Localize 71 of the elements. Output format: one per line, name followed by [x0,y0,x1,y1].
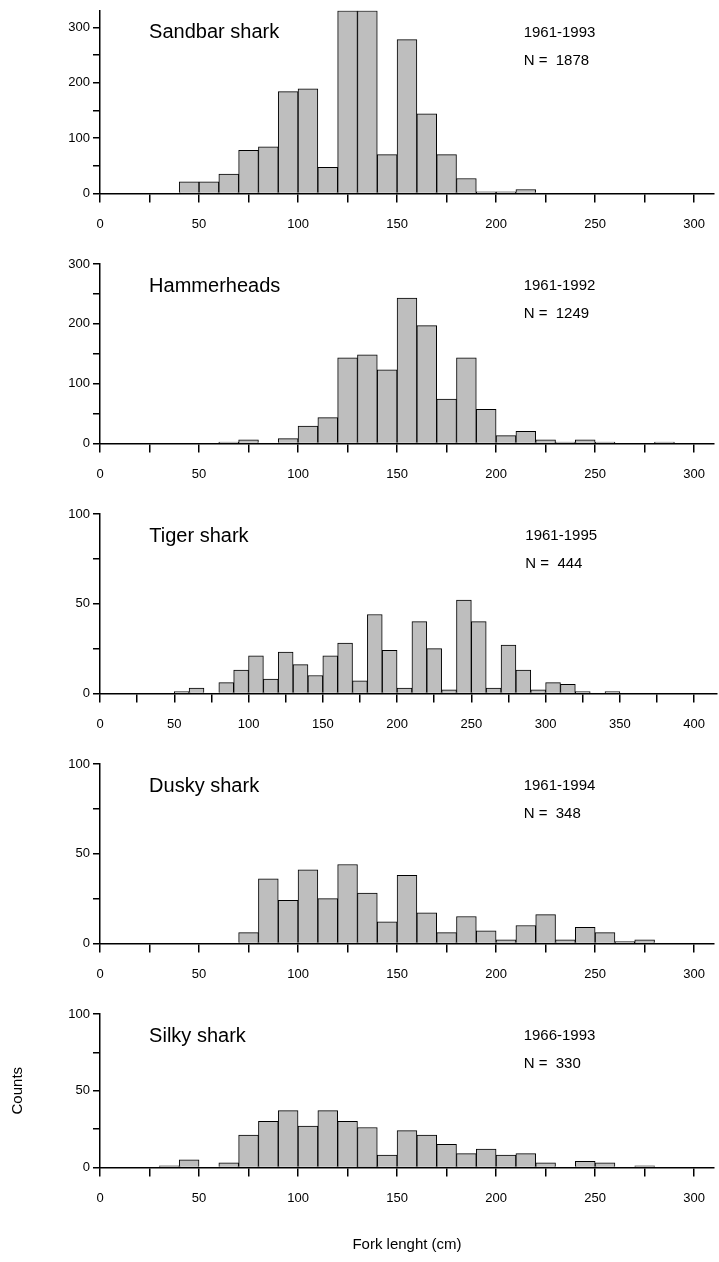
x-tick-label: 250 [460,715,483,731]
text: Silky shark [149,1023,247,1046]
y-tick-label: 200 [68,315,90,331]
x-tick-label: 150 [386,465,408,481]
x-tick-label: 300 [683,215,706,231]
x-tick-label: 350 [609,715,631,731]
x-tick-label: 250 [584,965,606,981]
x-tick-label: 300 [683,965,706,981]
x-tick-label: 200 [386,715,408,731]
x-tick-label: 100 [237,715,260,731]
y-tick-label: 300 [68,18,90,34]
x-tick-label: 200 [485,965,507,981]
x-tick-label: 300 [534,715,557,731]
y-tick-label: 100 [68,1005,90,1021]
x-tick-label: 200 [485,215,507,231]
annotation: N = 444 [525,554,583,572]
y-tick-label: 50 [75,845,90,861]
text: Sandbar shark [149,20,281,43]
annotation: N = 348 [523,804,581,822]
y-tick-label: 100 [68,375,90,391]
x-tick-label: 250 [584,215,606,231]
x-tick-label: 0 [96,465,104,481]
y-tick-label: 0 [82,1158,90,1174]
x-tick-label: 100 [287,465,309,481]
x-tick-label: 100 [287,215,309,231]
x-tick-label: 150 [386,1189,408,1205]
y-tick-label: 0 [82,934,90,950]
x-tick-label: 50 [191,965,207,981]
annotation: 1961-1995 [525,526,598,544]
y-axis-title: Counts [8,1066,26,1115]
x-tick-label: 250 [584,465,606,481]
y-tick-label: 50 [75,1082,90,1098]
x-axis-title: Fork lenght (cm) [352,1235,462,1253]
x-tick-label: 0 [96,1189,104,1205]
text: Tiger shark [149,523,250,546]
annotation: 1961-1994 [523,776,596,794]
x-tick-label: 300 [683,1189,706,1205]
annotation: N = 1878 [523,50,590,68]
y-tick-label: 100 [68,755,90,771]
annotation: 1961-1992 [523,276,596,294]
y-tick-label: 0 [82,684,90,700]
annotation: N = 1249 [523,304,590,322]
x-tick-label: 0 [96,715,104,731]
y-tick-label: 100 [68,505,90,521]
text: Dusky shark [149,773,261,796]
y-tick-label: 200 [68,74,90,90]
x-tick-label: 50 [191,1189,207,1205]
annotation: N = 330 [523,1054,581,1072]
x-tick-label: 50 [191,465,207,481]
x-tick-label: 400 [683,715,706,731]
y-tick-label: 50 [75,595,90,611]
x-tick-label: 150 [311,715,334,731]
x-tick-label: 250 [584,1189,606,1205]
y-tick-label: 300 [68,255,90,271]
x-tick-label: 100 [287,965,309,981]
y-tick-label: 0 [82,184,90,200]
text: Hammerheads [149,273,281,296]
x-tick-label: 100 [287,1189,309,1205]
x-tick-label: 0 [96,965,104,981]
annotation: 1966-1993 [523,1026,596,1044]
x-tick-label: 200 [485,465,507,481]
y-tick-label: 100 [68,129,90,145]
x-tick-label: 0 [96,215,104,231]
annotation: 1961-1993 [523,22,596,40]
x-tick-label: 200 [485,1189,507,1205]
x-tick-label: 50 [191,215,207,231]
x-tick-label: 150 [386,965,408,981]
x-tick-label: 300 [683,465,706,481]
x-tick-label: 150 [386,215,408,231]
y-tick-label: 0 [82,434,90,450]
x-tick-label: 50 [167,715,182,731]
